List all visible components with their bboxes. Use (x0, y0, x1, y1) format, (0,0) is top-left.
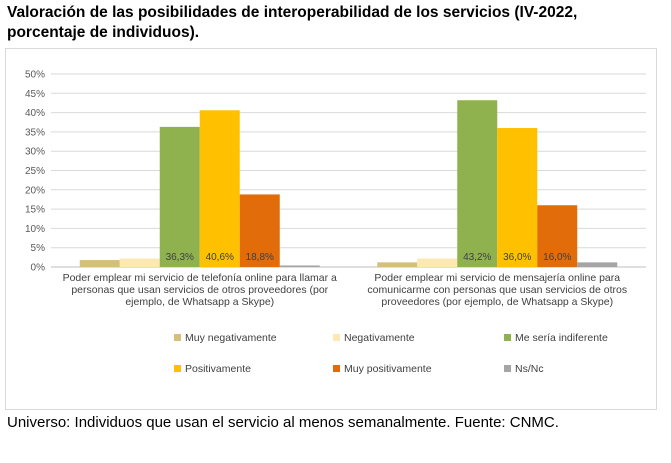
bar (199, 110, 240, 267)
data-label: 40,6% (206, 252, 234, 263)
y-tick-label: 50% (25, 70, 45, 81)
legend-swatch (504, 334, 511, 341)
y-tick-label: 15% (25, 205, 45, 216)
legend-label: Muy negativamente (185, 332, 277, 344)
legend-swatch (504, 365, 511, 372)
legend-label: Muy positivamente (344, 363, 432, 375)
y-tick-label: 10% (25, 224, 45, 235)
bar (279, 265, 320, 267)
bar (497, 128, 538, 267)
y-tick-label: 30% (25, 147, 45, 158)
legend-label: Ns/Nc (515, 363, 544, 375)
bar (537, 205, 578, 267)
bar (577, 262, 618, 267)
legend-label: Negativamente (344, 332, 415, 344)
legend-swatch (174, 365, 181, 372)
category-label: ejemplo, de Whatsapp a Skype) (125, 296, 274, 308)
legend-swatch (174, 334, 181, 341)
y-tick-label: 45% (25, 89, 45, 100)
data-label: 43,2% (463, 252, 491, 263)
bar (377, 262, 418, 267)
y-tick-label: 35% (25, 127, 45, 138)
source-note: Universo: Individuos que usan el servici… (7, 414, 559, 431)
category-label: Poder emplear mi servicio de telefonía o… (63, 272, 337, 284)
bar (457, 100, 498, 267)
y-tick-label: 20% (25, 185, 45, 196)
data-label: 16,0% (543, 252, 571, 263)
bar (417, 258, 458, 267)
data-label: 36,3% (166, 252, 194, 263)
chart-area: 0% 5% 10% 15% 20% 25% 30% 35% 40% 45% 50% 36,3% 40,6… (5, 48, 657, 410)
y-tick-label: 25% (25, 166, 45, 177)
bar (159, 126, 200, 267)
bar (239, 194, 280, 267)
bar (119, 258, 160, 267)
data-label: 18,8% (246, 252, 274, 263)
legend-swatch (333, 334, 340, 341)
category-label: comunicarme con personas que usan servic… (367, 284, 627, 296)
category-label: Poder emplear mi servicio de mensajería … (374, 272, 620, 284)
legend-label: Positivamente (185, 363, 251, 375)
category-label: proveedores (por ejemplo, de Whatsapp a … (381, 296, 613, 308)
chart-title: Valoración de las posibilidades de inter… (7, 4, 578, 41)
y-tick-label: 0% (31, 263, 46, 274)
y-tick-label: 5% (31, 243, 46, 254)
bar (79, 260, 120, 267)
bar-chart: 0% 5% 10% 15% 20% 25% 30% 35% 40% 45% 50% 36,3% 40,6… (25, 70, 646, 375)
legend-label: Me sería indiferente (515, 332, 608, 344)
y-tick-label: 40% (25, 108, 45, 119)
category-label: personas que usan servicios de otros pro… (71, 284, 328, 296)
data-label: 36,0% (503, 252, 531, 263)
legend-swatch (333, 365, 340, 372)
